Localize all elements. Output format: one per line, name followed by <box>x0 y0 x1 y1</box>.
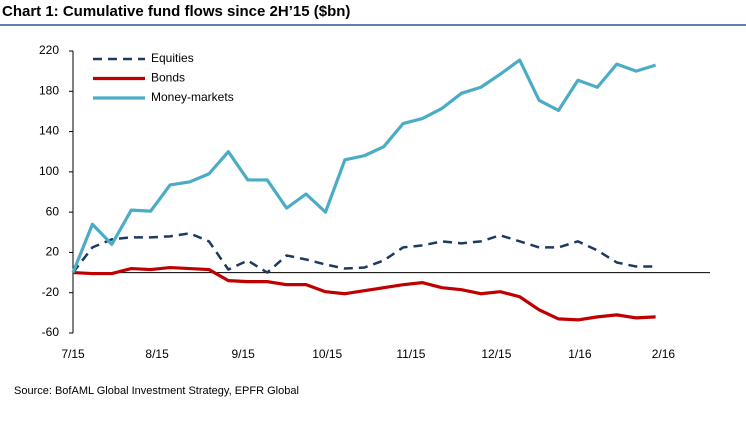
x-tick-label: 9/15 <box>231 347 255 361</box>
y-tick-label: 220 <box>39 43 59 57</box>
legend-label: Money-markets <box>151 90 234 104</box>
legend-label: Equities <box>151 51 194 65</box>
series-line <box>72 232 656 274</box>
y-tick-label: 140 <box>39 124 59 138</box>
y-tick-label: 60 <box>46 204 60 218</box>
x-tick-label: 2/16 <box>652 347 676 361</box>
y-tick-label: -60 <box>42 325 60 339</box>
x-tick-label: 10/15 <box>312 347 342 361</box>
y-tick-label: 20 <box>46 245 60 259</box>
series-line <box>72 265 656 322</box>
x-tick-label: 1/16 <box>568 347 592 361</box>
x-tick-label: 11/15 <box>396 347 425 361</box>
y-tick-label: -20 <box>42 285 60 299</box>
chart-title: Chart 1: Cumulative fund flows since 2H’… <box>2 3 350 20</box>
x-tick-label: 8/15 <box>145 347 169 361</box>
y-tick-label: 180 <box>39 83 59 97</box>
series-line <box>71 58 657 274</box>
y-tick-label: 100 <box>39 164 59 178</box>
legend-label: Bonds <box>151 71 185 85</box>
x-tick-label: 12/15 <box>481 347 511 361</box>
source-note: Source: BofAML Global Investment Strateg… <box>14 385 299 397</box>
x-tick-label: 7/15 <box>61 347 85 361</box>
